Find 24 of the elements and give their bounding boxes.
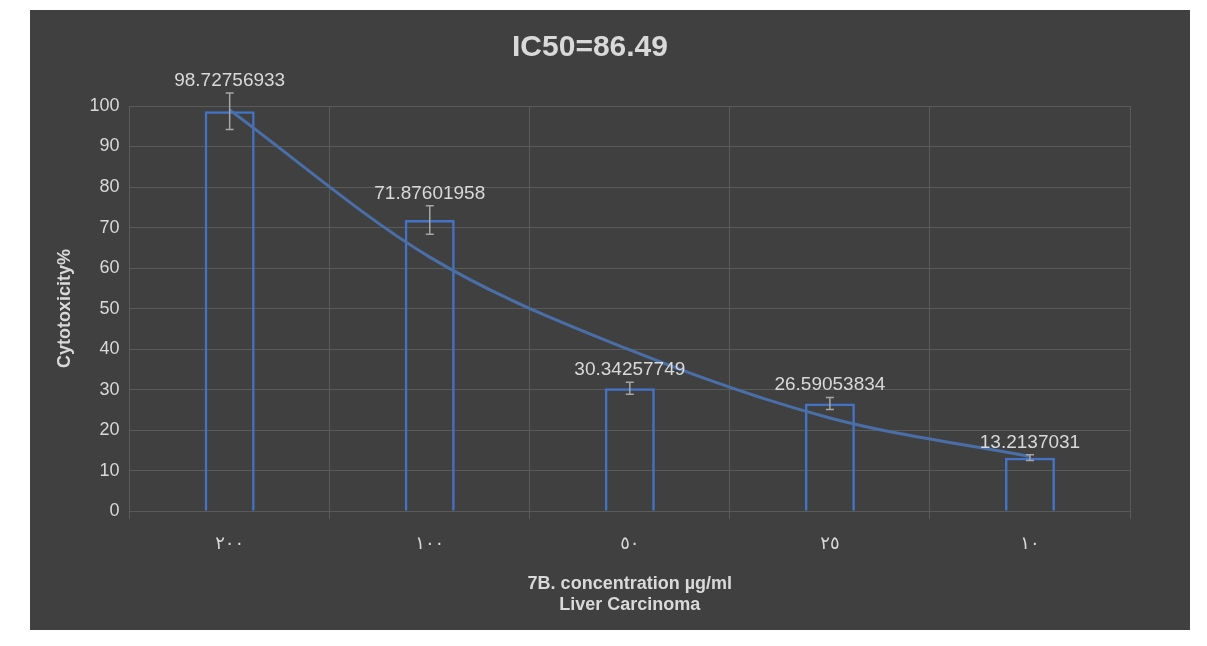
data-label: 26.59053834 xyxy=(774,373,886,395)
y-tick-label: 50 xyxy=(99,297,120,318)
data-label: 71.87601958 xyxy=(374,181,486,203)
x-axis-title: 7B. concentration µg/ml Liver Carcinoma xyxy=(527,572,733,615)
x-tick-label: ٢٠٠ xyxy=(215,531,245,553)
chart-title: IC50=86.49 xyxy=(512,29,668,63)
x-tick-label: ١٠ xyxy=(1020,531,1040,553)
x-tick-label: ٥٠ xyxy=(620,531,640,553)
y-tick-label: 70 xyxy=(99,216,120,237)
x-tick-label: ٢٥ xyxy=(820,531,840,553)
y-tick-label: 100 xyxy=(89,94,120,115)
y-tick-label: 20 xyxy=(99,419,120,440)
y-tick-label: 40 xyxy=(99,338,120,359)
y-tick-label: 90 xyxy=(99,135,120,156)
y-tick-label: 80 xyxy=(99,176,120,197)
y-axis-title: Cytotoxicity% xyxy=(53,249,74,369)
data-label: 13.2137031 xyxy=(979,430,1081,452)
x-tick-label: ١٠٠ xyxy=(415,531,445,553)
y-tick-label: 30 xyxy=(99,378,120,399)
data-label: 98.72756933 xyxy=(174,68,286,90)
y-tick-label: 0 xyxy=(109,500,120,521)
data-label: 30.34257749 xyxy=(574,357,686,379)
y-tick-label: 60 xyxy=(99,257,120,278)
y-tick-label: 10 xyxy=(99,459,120,480)
